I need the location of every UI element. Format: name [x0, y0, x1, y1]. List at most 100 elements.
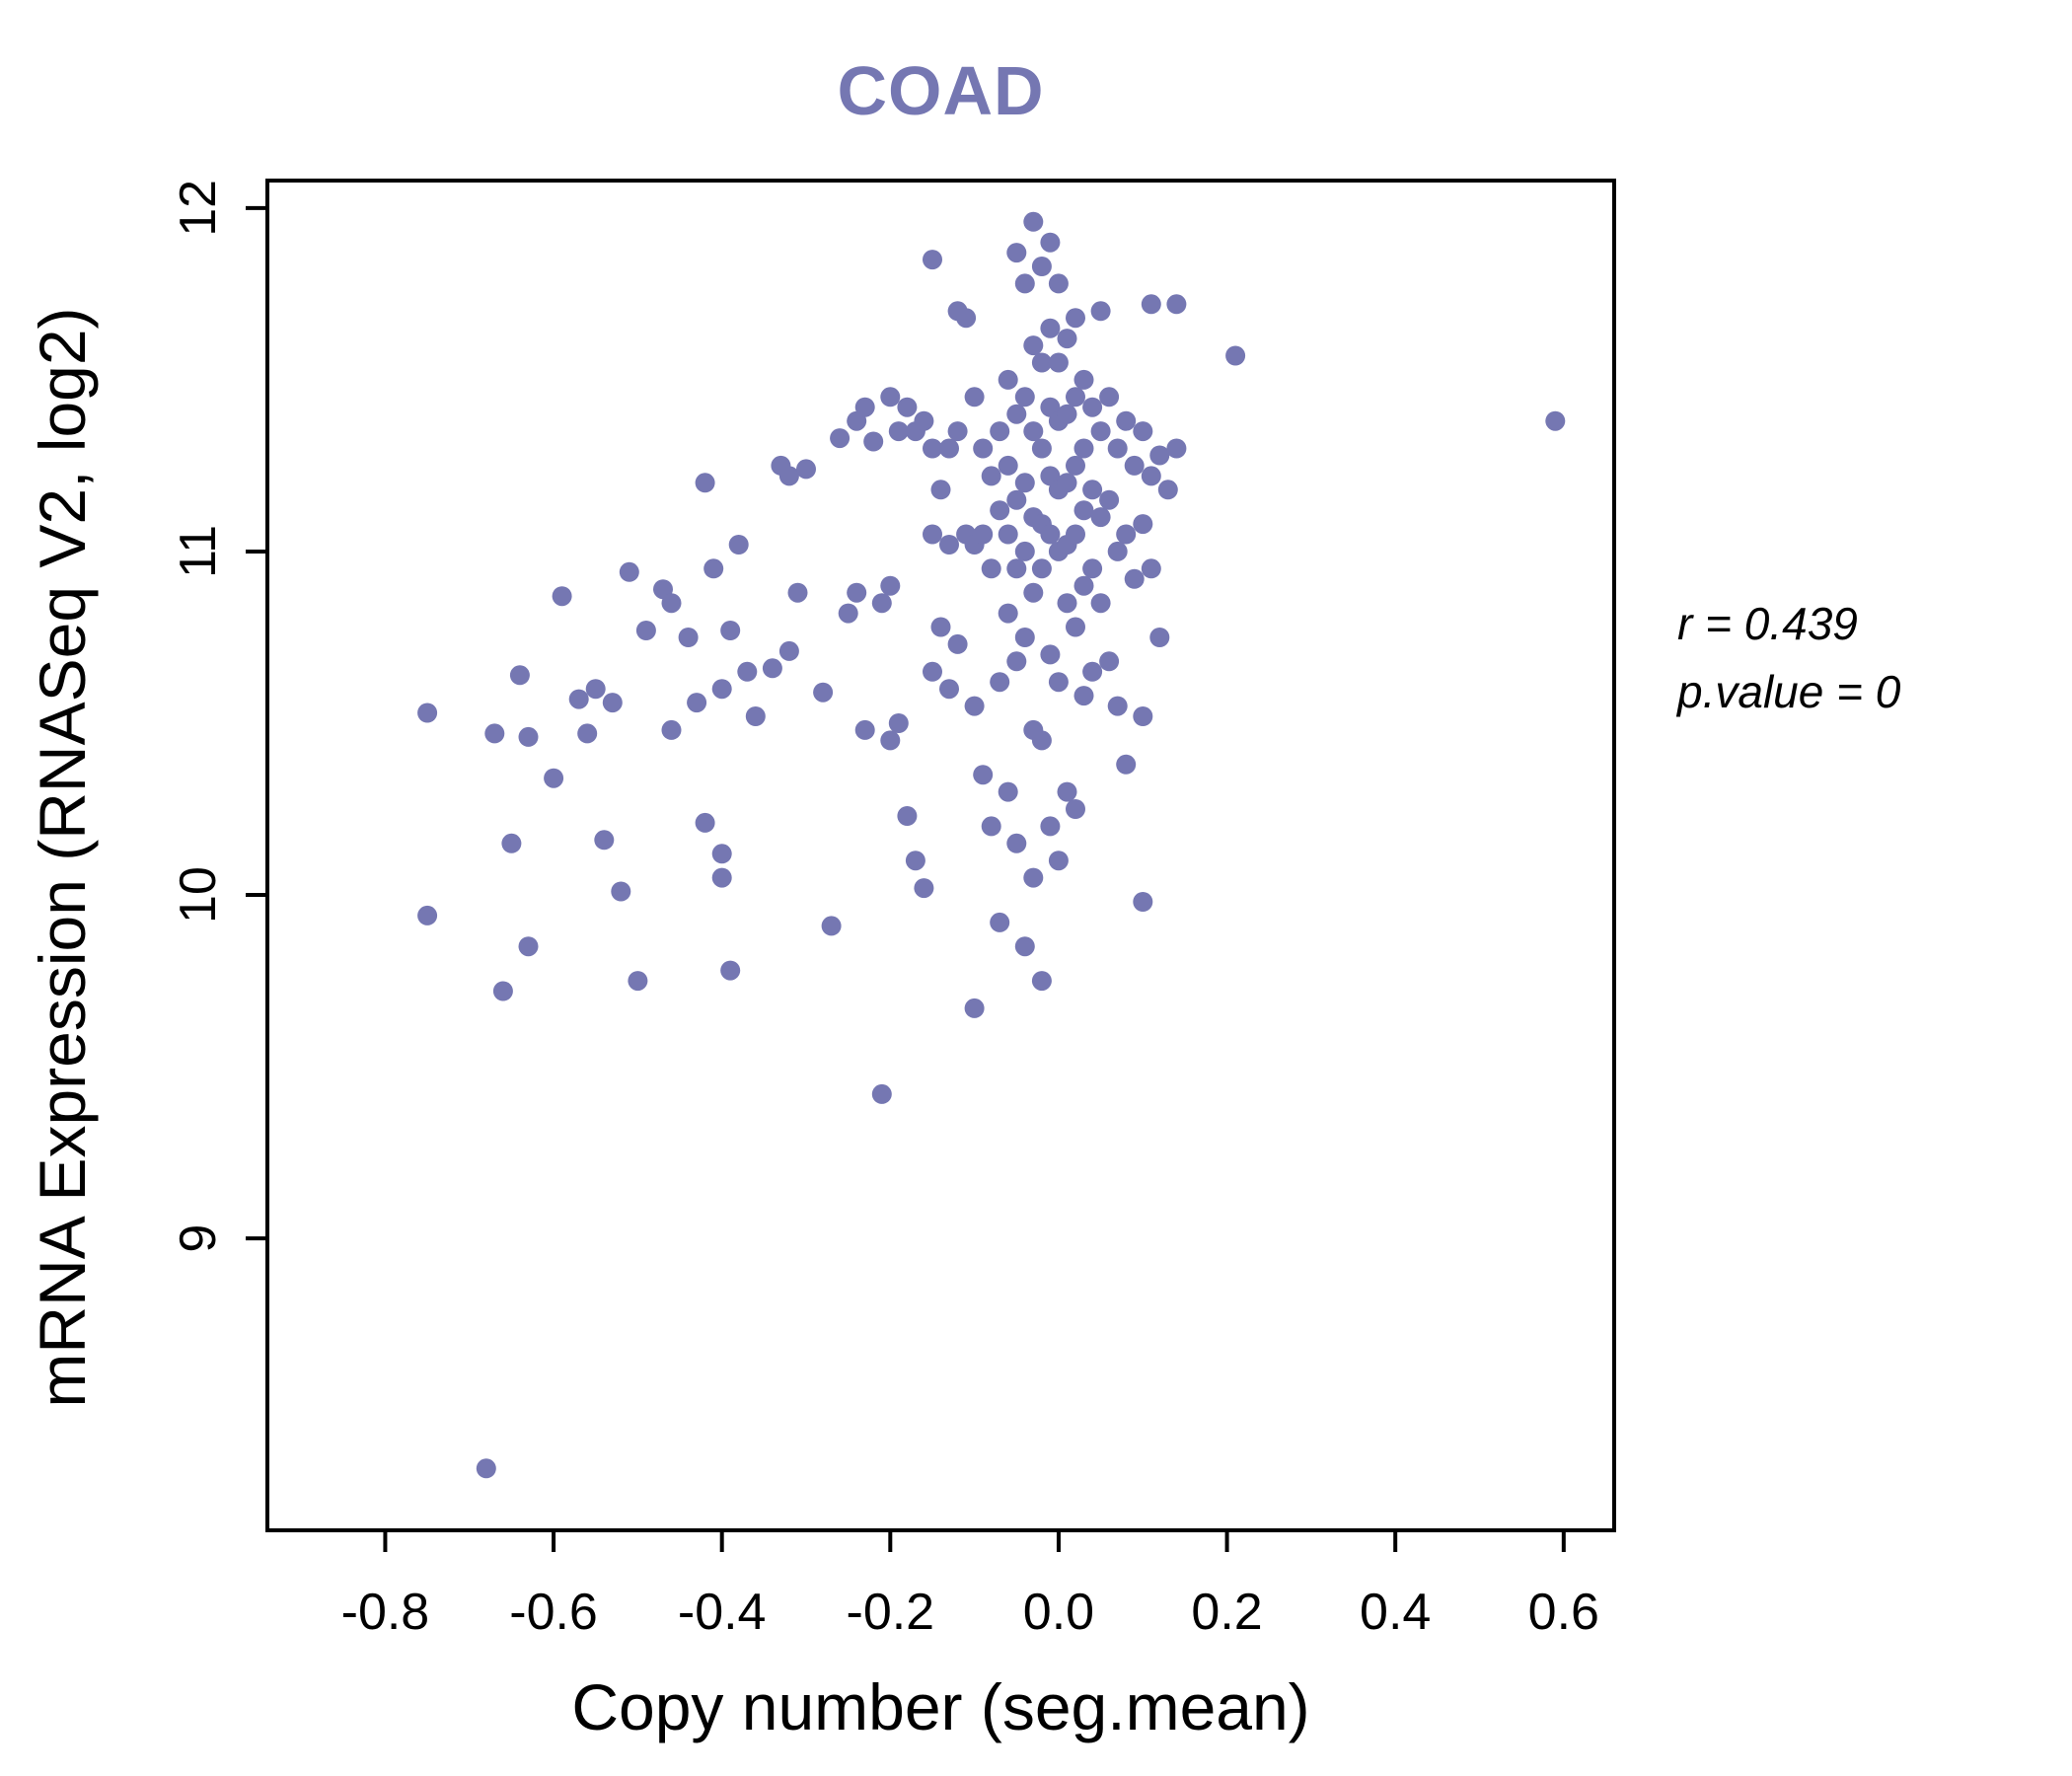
data-point	[1066, 617, 1085, 637]
data-point	[568, 689, 589, 709]
data-point	[585, 679, 606, 700]
data-point	[1116, 524, 1137, 545]
data-point	[762, 658, 782, 679]
data-point	[1073, 686, 1094, 706]
data-point	[1107, 696, 1128, 716]
data-point	[1090, 507, 1111, 528]
data-point	[897, 806, 918, 826]
data-point	[923, 250, 942, 270]
data-point	[1006, 243, 1027, 263]
data-point	[1040, 816, 1061, 837]
data-point	[1014, 387, 1035, 407]
y-axis-tick-label: 11	[170, 525, 227, 578]
data-point	[998, 524, 1018, 545]
data-point	[973, 765, 994, 785]
data-point	[981, 558, 1001, 579]
data-point	[1066, 455, 1085, 476]
data-point	[703, 558, 724, 579]
data-point	[998, 603, 1018, 624]
data-point	[947, 421, 968, 442]
x-axis-tick-label: 0.4	[1360, 1584, 1431, 1641]
data-point	[854, 397, 875, 417]
data-point	[1090, 593, 1111, 614]
data-point	[998, 369, 1018, 390]
data-point	[628, 971, 648, 992]
data-point	[661, 593, 682, 614]
data-point	[611, 881, 631, 902]
data-point	[1066, 524, 1085, 545]
data-point	[1141, 294, 1161, 315]
data-point	[1166, 294, 1187, 315]
data-point	[1031, 558, 1052, 579]
data-point	[871, 593, 892, 614]
data-point	[1006, 651, 1027, 672]
data-point	[1048, 352, 1069, 373]
data-point	[778, 466, 799, 486]
data-point	[1066, 387, 1085, 407]
data-point	[939, 438, 959, 459]
data-point	[1006, 404, 1027, 424]
data-point	[619, 561, 639, 582]
x-axis-tick-label: -0.8	[341, 1584, 430, 1641]
data-point	[484, 723, 505, 744]
data-point	[1545, 410, 1566, 431]
data-point	[930, 617, 951, 637]
correlation-value: r = 0.439	[1677, 598, 1858, 649]
data-point	[737, 661, 758, 682]
data-point	[821, 916, 842, 936]
data-point	[1048, 273, 1069, 294]
data-point	[990, 912, 1010, 932]
data-point	[1023, 582, 1044, 603]
data-point	[1014, 936, 1035, 957]
data-point	[1066, 308, 1085, 329]
plot-border	[265, 179, 1616, 1532]
data-point	[1057, 593, 1077, 614]
data-point	[1082, 661, 1103, 682]
data-point	[923, 438, 942, 459]
data-point	[1023, 421, 1044, 442]
data-point	[1066, 799, 1085, 819]
data-point	[1006, 489, 1027, 510]
data-point	[678, 628, 699, 647]
data-point	[863, 431, 884, 452]
data-point	[1031, 971, 1052, 992]
data-point	[1073, 369, 1094, 390]
data-point	[417, 703, 438, 723]
data-point	[1124, 455, 1145, 476]
data-point	[1099, 489, 1120, 510]
data-point	[981, 816, 1001, 837]
data-point	[973, 438, 994, 459]
data-point	[973, 524, 994, 545]
data-point	[492, 981, 513, 1001]
data-point	[830, 428, 851, 449]
data-point	[518, 726, 539, 747]
data-point	[1133, 421, 1153, 442]
data-point	[914, 410, 934, 431]
data-point	[711, 844, 732, 864]
data-point	[1166, 438, 1187, 459]
data-point	[1073, 575, 1094, 596]
data-point	[1040, 318, 1061, 338]
data-point	[1040, 232, 1061, 253]
data-point	[1014, 628, 1035, 647]
x-axis-tick-label: 0.0	[1023, 1584, 1094, 1641]
data-point	[1031, 438, 1052, 459]
y-axis-tick-label: 10	[170, 866, 227, 924]
data-point	[888, 713, 909, 733]
data-point	[990, 421, 1010, 442]
data-point	[1014, 541, 1035, 561]
data-point	[1023, 211, 1044, 232]
data-point	[635, 621, 656, 640]
data-point	[947, 633, 968, 654]
data-point	[1099, 651, 1120, 672]
data-point	[1048, 851, 1069, 871]
data-point	[1082, 558, 1103, 579]
data-point	[1107, 438, 1128, 459]
p-value: p.value = 0	[1677, 666, 1901, 717]
data-point	[1057, 473, 1077, 493]
data-point	[1040, 524, 1061, 545]
data-point	[476, 1458, 496, 1479]
data-point	[888, 421, 909, 442]
data-point	[914, 878, 934, 899]
